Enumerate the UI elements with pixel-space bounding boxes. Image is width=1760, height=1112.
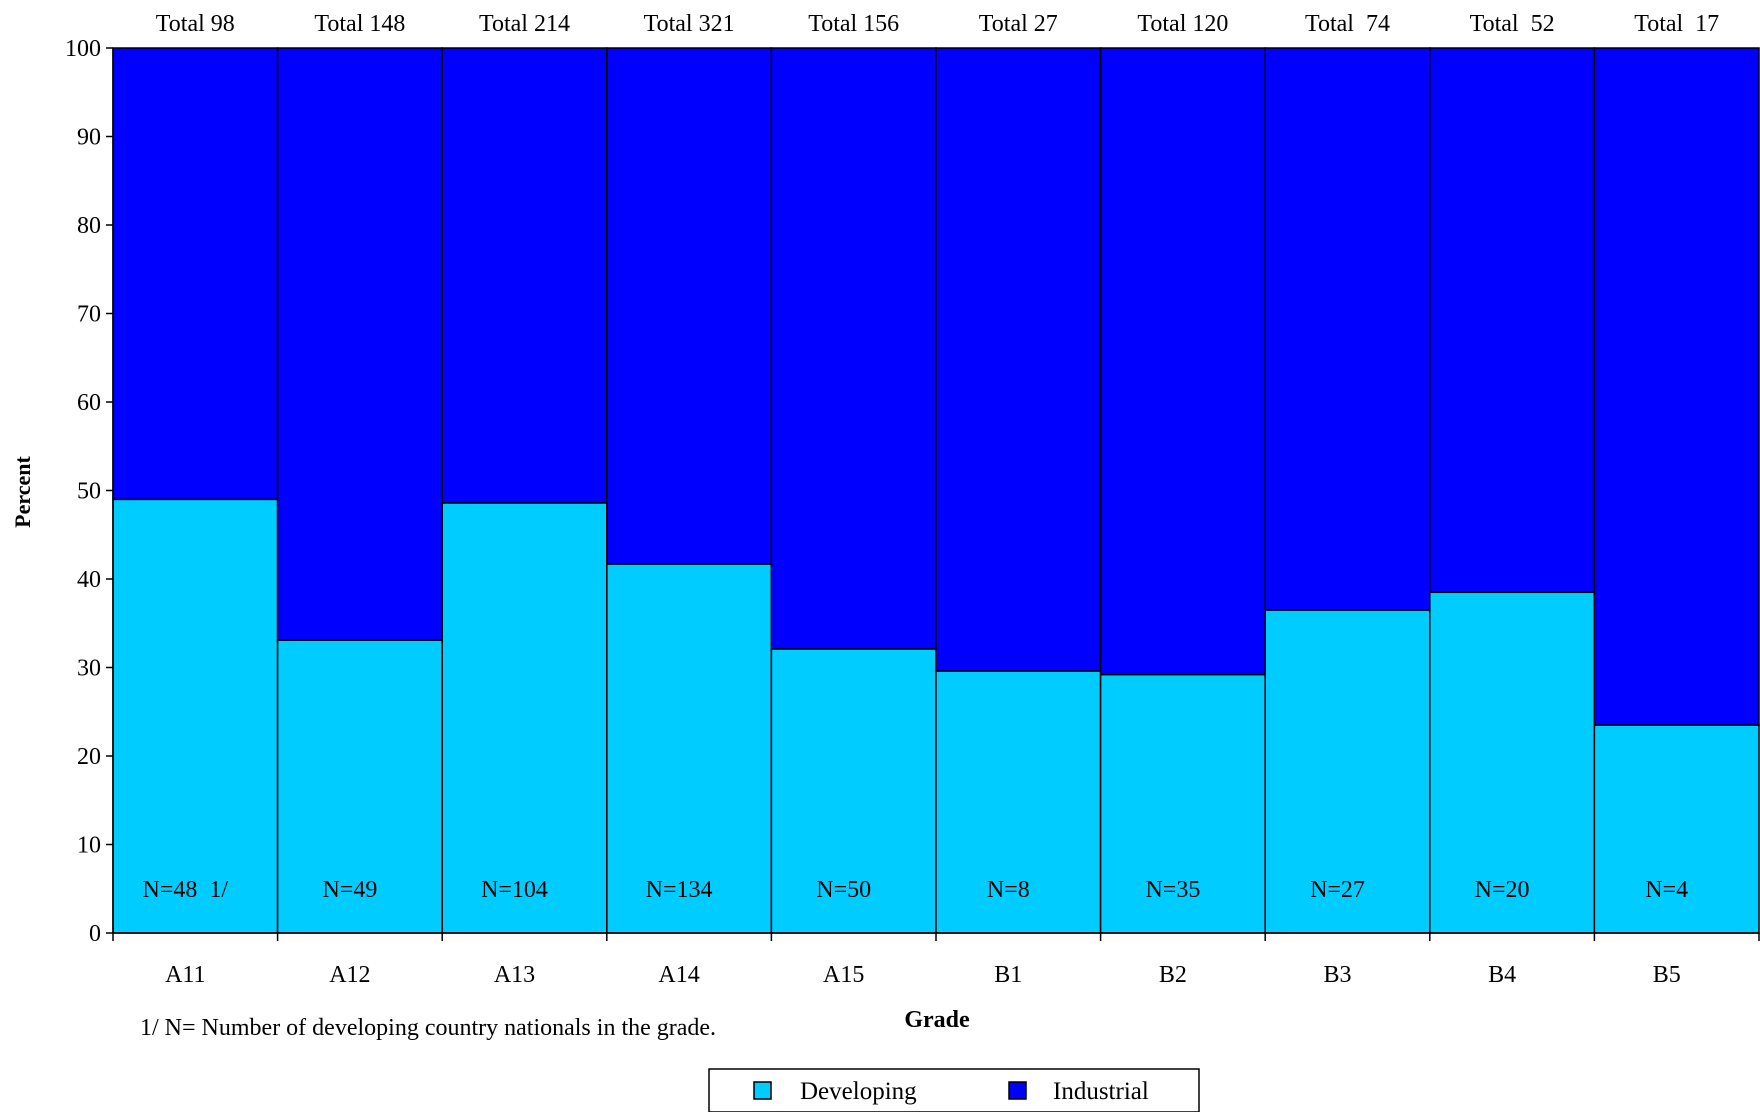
x-tick-label-a13: A13	[494, 962, 535, 988]
legend-box	[708, 1068, 1200, 1112]
x-tick-label-b2: B2	[1159, 962, 1187, 988]
bar-developing-a14	[606, 563, 773, 934]
total-label-b2: Total 120	[1137, 11, 1228, 37]
y-tick-label-30: 30	[77, 656, 101, 682]
count-label-b1: N=8	[987, 877, 1030, 903]
bar-industrial-a12	[276, 47, 443, 641]
count-label-b4: N=20	[1475, 877, 1530, 903]
bar-industrial-b2	[1099, 47, 1266, 676]
bar-industrial-a11	[112, 47, 279, 501]
x-tick-label-a14: A14	[658, 962, 699, 988]
y-tick-label-40: 40	[77, 567, 101, 593]
total-label-a11: Total 98	[156, 11, 235, 37]
x-tick-label-b4: B4	[1488, 962, 1516, 988]
bar-industrial-b1	[935, 47, 1102, 672]
bar-developing-a12	[276, 639, 443, 934]
bar-developing-b1	[935, 670, 1102, 934]
y-tick-label-90: 90	[77, 125, 101, 151]
x-axis-title: Grade	[904, 1007, 970, 1033]
total-label-b3: Total 74	[1305, 11, 1390, 37]
bars-layer	[112, 47, 1760, 934]
x-tick-label-a12: A12	[329, 962, 370, 988]
count-label-a14: N=134	[646, 877, 713, 903]
x-tick-label-b5: B5	[1653, 962, 1681, 988]
total-label-b5: Total 17	[1634, 11, 1719, 37]
bar-industrial-a15	[770, 47, 937, 650]
total-label-a15: Total 156	[808, 11, 899, 37]
bar-industrial-b5	[1593, 47, 1760, 726]
bar-developing-a11	[112, 498, 279, 934]
count-label-a12: N=49	[322, 877, 377, 903]
axes-layer: 0 10 20 30 40 50 60 70 80 90 100 A11 A12 A13 A14 A15 B1 B…	[65, 36, 1760, 988]
y-tick-label-10: 10	[77, 833, 101, 859]
count-label-b3: N=27	[1310, 877, 1365, 903]
legend-label-developing: Developing	[800, 1078, 917, 1105]
legend-label-industrial: Industrial	[1053, 1078, 1149, 1105]
bar-industrial-b3	[1264, 47, 1431, 611]
labels-layer: Total 98 Total 148 Total 214 Total 321 Total…	[143, 11, 1720, 903]
total-label-a12: Total 148	[314, 11, 405, 37]
bar-industrial-a14	[606, 47, 773, 565]
bar-developing-b2	[1099, 673, 1266, 934]
y-tick-label-20: 20	[77, 744, 101, 770]
y-tick-label-0: 0	[89, 921, 101, 947]
x-tick-label-b1: B1	[994, 962, 1022, 988]
x-tick-label-a15: A15	[823, 962, 864, 988]
count-label-a15: N=50	[816, 877, 871, 903]
footnote: 1/ N= Number of developing country natio…	[140, 1015, 716, 1041]
count-label-b2: N=35	[1145, 877, 1200, 903]
y-tick-label-60: 60	[77, 390, 101, 416]
bar-industrial-b4	[1429, 47, 1596, 594]
total-label-b1: Total 27	[979, 11, 1058, 37]
legend-swatch-industrial	[1008, 1081, 1027, 1100]
y-tick-label-80: 80	[77, 213, 101, 239]
total-label-a13: Total 214	[479, 11, 570, 37]
legend: Developing Industrial	[708, 1068, 1200, 1112]
x-tick-label-b3: B3	[1323, 962, 1351, 988]
count-label-a11: N=48 1/	[143, 877, 229, 903]
count-label-a13: N=104	[481, 877, 548, 903]
bar-developing-b3	[1264, 609, 1431, 934]
y-axis-title: Percent	[10, 456, 35, 528]
bar-developing-b5	[1593, 724, 1760, 934]
y-tick-label-70: 70	[77, 302, 101, 328]
y-tick-label-100: 100	[65, 36, 101, 62]
total-label-a14: Total 321	[644, 11, 735, 37]
x-tick-label-a11: A11	[165, 962, 205, 988]
y-tick-label-50: 50	[77, 479, 101, 505]
bar-developing-b4	[1429, 591, 1596, 934]
bar-developing-a13	[441, 502, 608, 934]
count-label-b5: N=4	[1645, 877, 1688, 903]
total-label-b4: Total 52	[1470, 11, 1555, 37]
legend-swatch-developing	[753, 1081, 772, 1100]
bar-industrial-a13	[441, 47, 608, 504]
